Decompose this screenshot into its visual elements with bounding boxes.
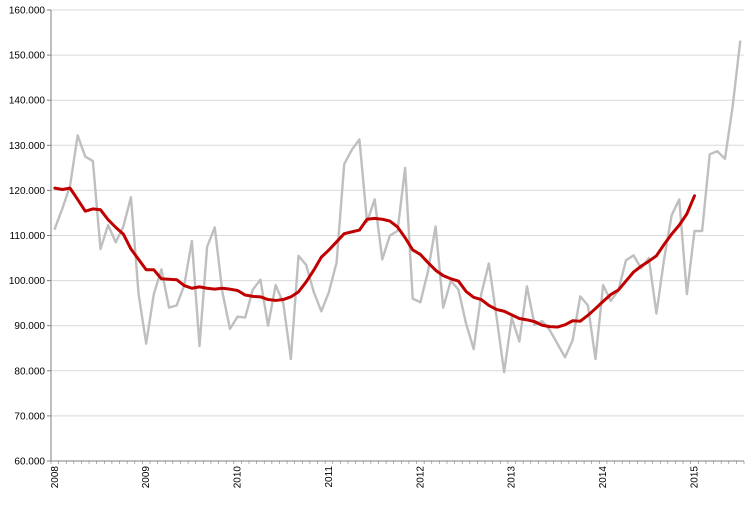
y-tick-label: 100.000 [9, 276, 46, 287]
y-tick-label: 160.000 [9, 6, 46, 17]
y-tick-label: 140.000 [9, 96, 46, 107]
x-tick-label: 2014 [598, 466, 609, 489]
y-tick-label: 130.000 [9, 141, 46, 152]
x-tick-label: 2008 [50, 466, 61, 489]
monthly-series-line [53, 40, 742, 374]
x-tick-label: 2013 [507, 466, 518, 489]
x-tick-label: 2015 [690, 466, 701, 489]
y-tick-label: 120.000 [9, 186, 46, 197]
y-tick-label: 110.000 [10, 231, 46, 242]
y-tick-label: 60.000 [14, 457, 45, 468]
gridlines [51, 9, 744, 417]
x-tick-label: 2012 [415, 466, 426, 489]
x-tick-label: 2010 [233, 466, 244, 489]
axes [47, 9, 745, 464]
y-tick-label: 70.000 [14, 411, 45, 422]
x-tick-label: 2009 [141, 466, 152, 489]
y-tick-label: 80.000 [14, 366, 45, 377]
x-tick-label: 2011 [324, 466, 335, 488]
y-tick-label: 150.000 [9, 51, 46, 62]
x-axis-tick-labels: 2008 2009 2010 2011 2012 2013 2014 2015 [50, 466, 701, 489]
trend-series-line [53, 186, 696, 329]
y-tick-label: 90.000 [14, 321, 45, 332]
y-axis-tick-labels: 60.000 70.000 80.000 90.000 100.000 110.000 12… [9, 6, 46, 468]
series-lines [53, 40, 742, 374]
